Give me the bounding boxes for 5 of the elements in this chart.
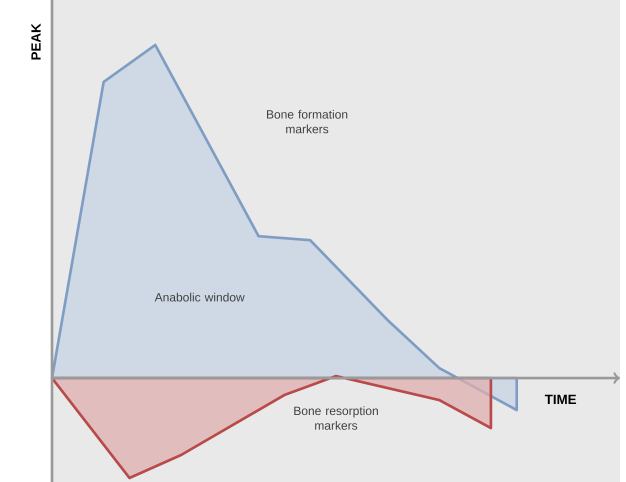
annotation: Bone resorption markers <box>294 406 378 430</box>
annotation: Anabolic window <box>154 292 245 302</box>
x-axis-title: TIME <box>544 394 576 404</box>
annotation: Bone formation markers <box>266 110 348 134</box>
y-axis-title: PEAK <box>31 23 41 60</box>
